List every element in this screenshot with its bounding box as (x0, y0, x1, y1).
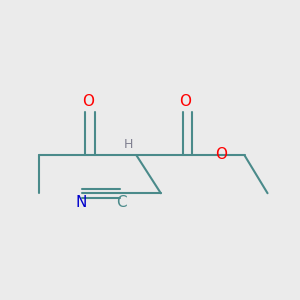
Text: C: C (116, 195, 127, 210)
Text: O: O (82, 94, 94, 109)
Text: O: O (179, 94, 191, 109)
Text: H: H (124, 138, 133, 151)
Text: N: N (75, 195, 87, 210)
Text: O: O (216, 147, 228, 162)
